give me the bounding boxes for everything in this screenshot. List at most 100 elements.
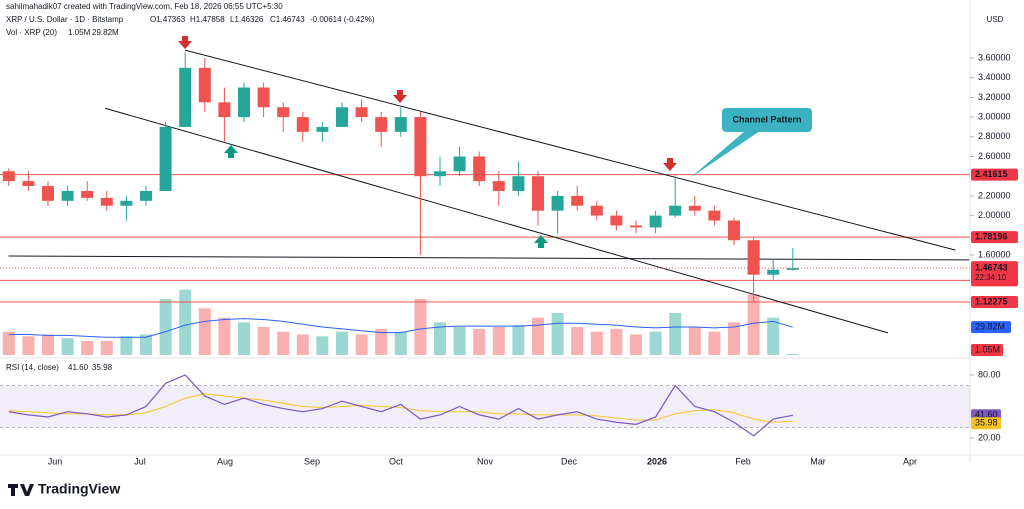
level-tag: [971, 231, 1018, 244]
volume-bar: [355, 334, 368, 355]
volume-ma-header-value: 29.82M: [92, 28, 119, 37]
volume-bar: [747, 294, 760, 355]
candle-body: [179, 67, 192, 127]
logo-icon: [8, 484, 34, 496]
candle-body: [414, 117, 427, 177]
volume-bar: [140, 334, 152, 355]
y-tick-label: 2.80000: [978, 131, 1011, 141]
trendline: [104, 107, 889, 334]
x-tick-label: Apr: [903, 456, 917, 466]
callout-pointer: [690, 131, 760, 178]
rsi-ma-label: 35.98: [975, 418, 998, 428]
x-tick-label: Sep: [304, 456, 320, 466]
volume-bar: [179, 289, 192, 355]
volume-bar: [532, 317, 544, 355]
level-tag: [971, 168, 1018, 181]
trendline: [8, 255, 970, 261]
ohlc-value: H1.47858: [190, 15, 225, 24]
level-label: 1.78196: [975, 231, 1008, 241]
y-tick-label: 2.00000: [978, 210, 1011, 220]
x-tick-label: Nov: [477, 456, 494, 466]
candle-body: [434, 171, 446, 177]
rsi-line: [8, 374, 793, 437]
volume-title: Vol · XRP (20): [6, 28, 57, 37]
x-tick-label: Oct: [389, 456, 404, 466]
symbol: XRP / U.S. Dollar · 1D · Bitstamp: [6, 15, 124, 24]
candle-body: [394, 117, 407, 132]
callout-box: [722, 108, 812, 132]
rsi-title: RSI (14, close): [6, 363, 59, 372]
currency: USD: [987, 15, 1004, 24]
volume-ma-tag: [971, 321, 1011, 334]
y-tick-label: 3.60000: [978, 52, 1011, 62]
x-tick-label: 2026: [647, 456, 667, 466]
rsi-header-value: 41.60: [68, 363, 89, 372]
ohlc-value: -0.00614 (-0.42%): [310, 15, 375, 24]
volume-bar: [61, 338, 74, 355]
volume-bar: [610, 328, 623, 355]
candle-body: [316, 126, 329, 132]
candle-body: [120, 200, 133, 206]
volume-bar: [218, 317, 231, 355]
level-tag: [971, 296, 1018, 309]
level-label: 2.41615: [975, 169, 1008, 179]
volume-bar: [81, 341, 94, 355]
volume-bar: [414, 299, 427, 355]
candle-body: [767, 269, 780, 275]
y-tick-label: 1.60000: [978, 249, 1011, 259]
volume-bar: [120, 336, 133, 355]
candle-body: [708, 210, 721, 221]
candle-body: [571, 195, 584, 206]
y-tick-label: 2.20000: [978, 190, 1011, 200]
rsi-ma-line: [8, 393, 793, 423]
candle-body: [728, 220, 740, 241]
candle-body: [336, 107, 348, 127]
rsi-label: 41.60: [975, 410, 998, 420]
volume-bar: [198, 308, 211, 355]
rsi-tick-label: 80.00: [978, 369, 1001, 379]
volume-bar: [571, 327, 584, 355]
candle-body: [610, 215, 623, 226]
volume-bar: [394, 331, 407, 355]
candle-body: [81, 190, 94, 198]
ohlc-value: O1.47363: [150, 15, 186, 24]
volume-bar: [336, 331, 348, 355]
volume-bar: [649, 331, 662, 355]
candle-body: [277, 107, 290, 118]
x-tick-label: Feb: [735, 456, 751, 466]
candle-body: [512, 176, 525, 191]
volume-bar: [277, 331, 290, 355]
candle-body: [2, 171, 15, 182]
candle-body: [786, 268, 799, 270]
countdown: 22:34:10: [975, 273, 1007, 282]
volume-bar: [512, 325, 525, 355]
rsi-band: [0, 385, 970, 428]
candle-body: [198, 67, 211, 103]
candle-body: [218, 102, 231, 118]
volume-bar: [238, 322, 250, 355]
arrow-down: [178, 36, 192, 49]
x-tick-label: Dec: [561, 456, 578, 466]
volume-header-value: 1.05M: [68, 28, 91, 37]
candle-body: [375, 117, 388, 132]
candle-body: [238, 87, 250, 118]
volume-ma-label: 29.82M: [975, 322, 1005, 332]
volume-bar: [669, 313, 682, 355]
y-tick-label: 3.20000: [978, 92, 1011, 102]
logo: TradingView: [8, 481, 120, 497]
x-tick-label: Jul: [134, 456, 146, 466]
volume-bar: [375, 328, 388, 355]
logo-text: TradingView: [38, 481, 120, 497]
x-tick-label: Aug: [217, 456, 233, 466]
candle-body: [100, 197, 113, 206]
volume-bar: [434, 322, 446, 355]
volume-bar: [688, 327, 701, 355]
x-tick-label: Jun: [48, 456, 63, 466]
y-tick-label: 3.00000: [978, 111, 1011, 121]
volume-bar: [492, 327, 505, 355]
volume-bar: [786, 354, 799, 355]
volume-tag: [971, 344, 1003, 356]
candle-body: [532, 176, 544, 211]
